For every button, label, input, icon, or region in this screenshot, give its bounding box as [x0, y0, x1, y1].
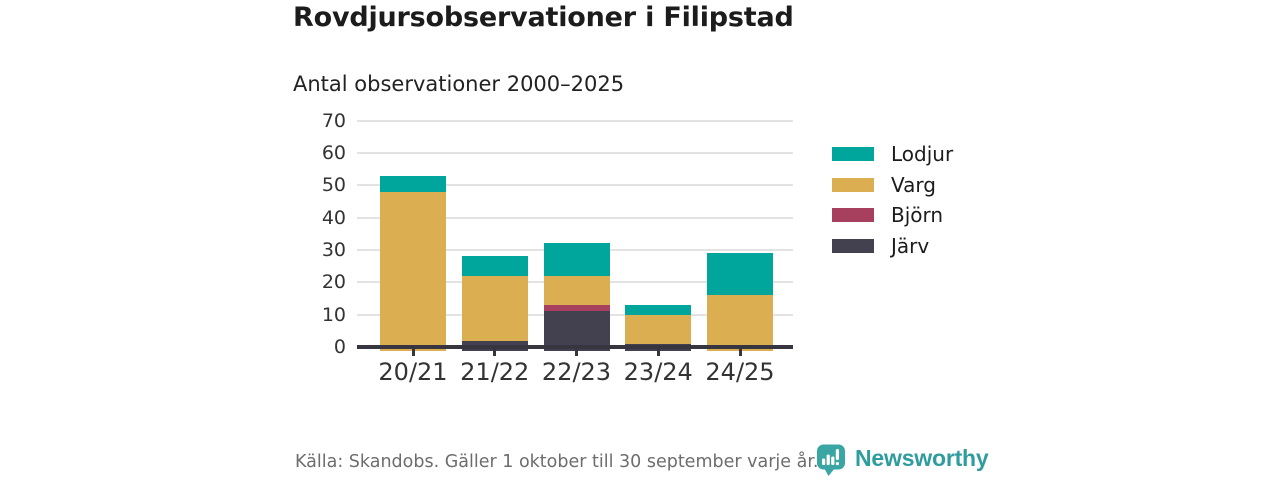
x-tick-label: 22/23: [541, 358, 612, 386]
x-tick-label: 24/25: [705, 358, 775, 386]
legend-label: Järv: [891, 233, 930, 258]
bar-segment-22-23-järv: [543, 311, 610, 351]
x-tick: [656, 349, 660, 356]
newsworthy-logo: Newsworthy: [816, 443, 989, 480]
y-tick-label: 60: [321, 141, 346, 164]
y-tick-label: 70: [321, 109, 346, 132]
legend-item-lodjur: Lodjur: [832, 139, 953, 170]
bar-segment-20-21-varg: [380, 191, 446, 351]
legend-label: Björn: [891, 203, 944, 228]
legend-swatch-björn: [832, 208, 874, 223]
gridline: [357, 184, 793, 187]
y-tick-label: 10: [321, 303, 346, 326]
x-tick-label: 20/21: [378, 358, 448, 386]
bar-segment-23-24-varg: [625, 314, 692, 344]
x-axis-line: [357, 345, 793, 349]
bar-segment-23-24-lodjur: [625, 304, 692, 315]
bar-segment-22-23-varg: [543, 275, 610, 305]
x-tick-label: 21/22: [460, 358, 530, 386]
legend-item-varg: Varg: [832, 170, 953, 201]
x-tick: [493, 349, 497, 356]
newsworthy-wordmark: Newsworthy: [855, 445, 989, 471]
y-tick-label: 0: [333, 336, 346, 358]
x-tick: [738, 349, 742, 356]
source-note: Källa: Skandobs. Gäller 1 oktober till 3…: [295, 452, 819, 472]
gridline: [357, 151, 793, 154]
bar-segment-21-22-varg: [461, 275, 528, 341]
chart-subtitle: Antal observationer 2000–2025: [293, 72, 625, 96]
bar-segment-24-25-varg: [707, 295, 773, 351]
x-tick-label: 23/24: [623, 358, 693, 386]
legend-swatch-järv: [832, 238, 874, 253]
legend-item-björn: Björn: [832, 200, 953, 231]
newsworthy-icon: [816, 443, 847, 480]
y-tick-label: 20: [321, 271, 346, 294]
legend-swatch-varg: [832, 177, 874, 192]
bar-segment-22-23-lodjur: [543, 243, 610, 276]
bar-segment-22-23-björn: [543, 304, 610, 312]
legend-swatch-lodjur: [832, 147, 874, 162]
legend-label: Lodjur: [891, 142, 954, 167]
y-tick-label: 40: [321, 206, 346, 229]
gridline: [357, 119, 793, 122]
gridline: [357, 216, 793, 219]
legend-label: Varg: [891, 172, 936, 197]
legend-item-järv: Järv: [832, 231, 953, 262]
y-tick-label: 50: [321, 174, 346, 197]
legend: Lodjur Varg Björn Järv: [832, 139, 953, 261]
chart-title: Rovdjursobservationer i Filipstad: [293, 2, 794, 33]
x-tick: [575, 349, 578, 356]
y-tick-label: 30: [321, 238, 346, 261]
x-tick: [411, 349, 415, 356]
bar-segment-20-21-lodjur: [380, 175, 446, 192]
bar-segment-21-22-lodjur: [461, 256, 528, 276]
bar-segment-24-25-lodjur: [707, 253, 773, 296]
